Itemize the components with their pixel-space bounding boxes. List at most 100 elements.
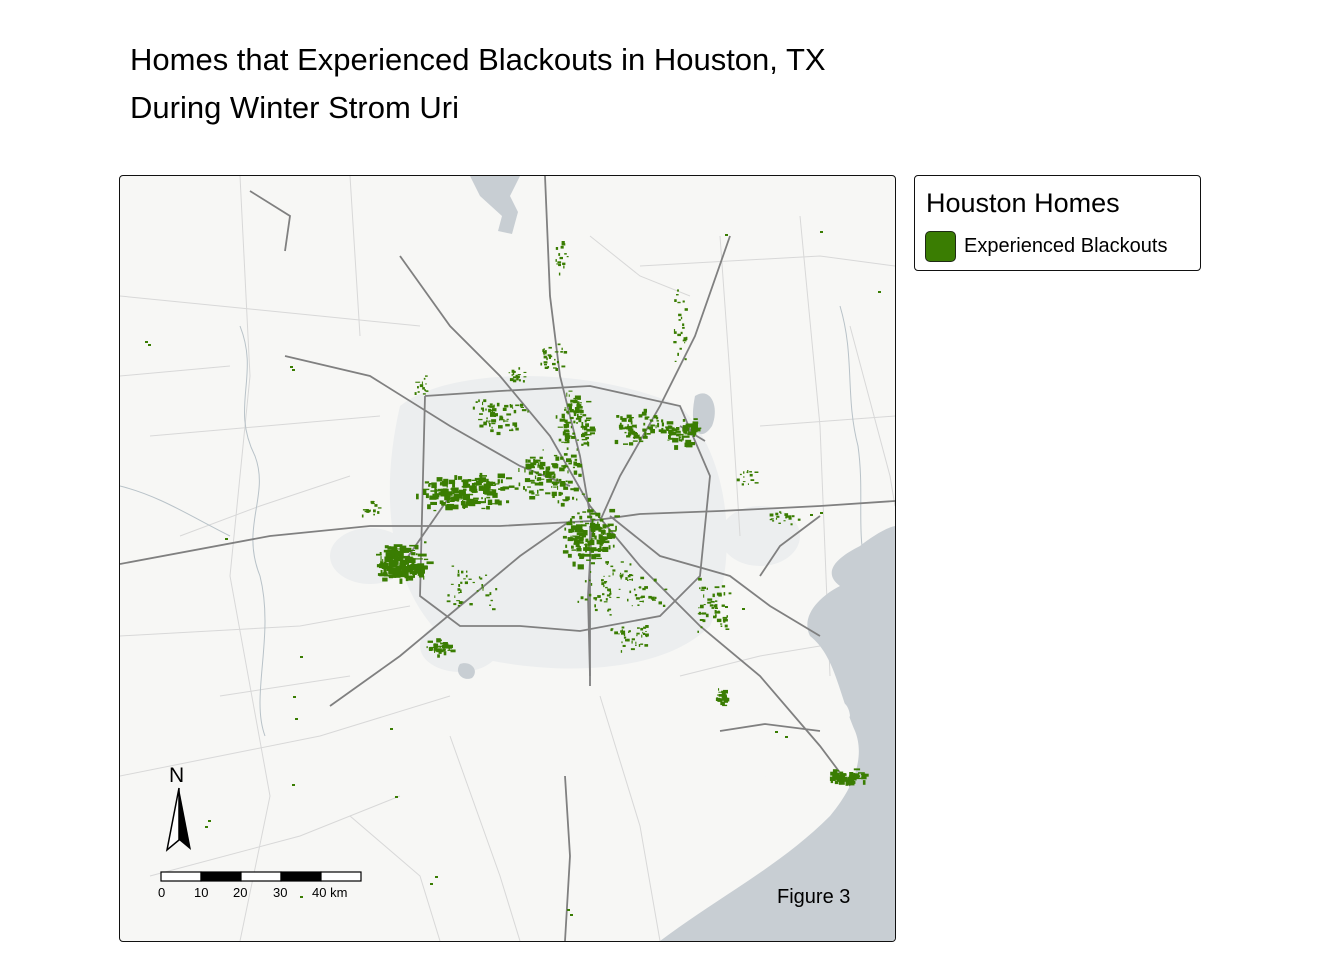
blackout-patch [386, 555, 392, 558]
blackout-patch [591, 532, 596, 538]
blackout-patch [607, 588, 611, 592]
blackout-patch [609, 508, 616, 513]
blackout-patch [533, 459, 536, 463]
blackout-patch [399, 578, 403, 584]
blackout-patch [423, 575, 425, 580]
blackout-patch [545, 352, 547, 355]
blackout-patch [584, 431, 588, 433]
blackout-patch [594, 599, 597, 601]
blackout-patch [718, 688, 720, 691]
blackout-patch [527, 459, 531, 463]
blackout-patch [488, 408, 492, 413]
blackout-patch [599, 541, 603, 546]
blackout-patch [539, 467, 545, 470]
blackout-patch [610, 629, 613, 632]
blackout-areas[interactable] [145, 231, 881, 916]
blackout-patch [576, 548, 582, 552]
blackout-patch [629, 442, 634, 446]
blackout-patch [515, 404, 520, 407]
blackout-patch [374, 504, 378, 507]
blackout-patch [433, 509, 437, 512]
blackout-patch [684, 433, 692, 435]
blackout-patch [567, 403, 571, 407]
blackout-patch [542, 349, 545, 352]
blackout-patch [619, 574, 624, 577]
blackout-patch [622, 427, 628, 430]
blackout-patch [380, 570, 383, 576]
blackout-patch [769, 518, 773, 521]
blackout-patch [589, 522, 596, 528]
blackout-patch [490, 599, 493, 602]
blackout-patch [685, 439, 692, 444]
blackout-patch [569, 537, 574, 541]
blackout-patch [676, 427, 680, 431]
blackout-patch [537, 473, 542, 476]
scale-tick-10: 10 [194, 885, 209, 900]
blackout-patch [856, 777, 862, 780]
blackout-patch [650, 596, 655, 600]
blackout-patch [411, 572, 417, 574]
blackout-patch [741, 483, 744, 486]
blackout-patch [639, 600, 643, 602]
legend: Houston Homes Experienced Blackouts [914, 175, 1201, 271]
blackout-patch [380, 556, 382, 562]
blackout-patch [509, 429, 514, 432]
blackout-patch [379, 563, 383, 569]
blackout-patch [567, 553, 572, 558]
blackout-patch [566, 438, 570, 442]
blackout-patch [629, 417, 633, 423]
blackout-patch [642, 428, 646, 432]
blackout-patch [675, 430, 681, 433]
scale-tick-30: 30 [273, 885, 288, 900]
blackout-patch [608, 590, 610, 592]
blackout-patch [473, 482, 478, 484]
blackout-patch [566, 458, 572, 463]
blackout-patch [575, 417, 579, 420]
blackout-patch [485, 594, 490, 597]
blackout-patch [658, 601, 662, 605]
blackout-patch [369, 509, 371, 512]
blackout-patch [586, 400, 592, 403]
blackout-patch [651, 426, 653, 430]
blackout-patch [598, 530, 604, 532]
blackout-patch [563, 486, 569, 490]
blackout-patch [614, 515, 620, 518]
blackout-patch [754, 482, 759, 484]
blackout-patch [629, 574, 632, 576]
blackout-patch [569, 409, 574, 413]
blackout-patch [506, 500, 510, 504]
blackout-patch [631, 638, 635, 641]
blackout-patch [604, 581, 608, 583]
blackout-patch [584, 598, 588, 601]
blackout-patch [605, 561, 609, 564]
scale-tick-20: 20 [233, 885, 248, 900]
blackout-patch [645, 633, 649, 637]
blackout-patch [572, 432, 576, 435]
blackout-patch [862, 780, 866, 785]
map-title-line-2: During Winter Strom Uri [130, 90, 459, 125]
blackout-patch [426, 390, 429, 392]
blackout-patch [567, 909, 570, 911]
blackout-patch [636, 634, 638, 637]
blackout-patch [590, 583, 593, 586]
blackout-patch [725, 606, 728, 608]
blackout-patch [523, 371, 527, 373]
map-canvas[interactable] [120, 176, 895, 941]
blackout-patch [523, 486, 525, 490]
blackout-patch [436, 648, 442, 653]
blackout-patch [490, 413, 495, 417]
blackout-patch [529, 466, 535, 469]
blackout-patch [697, 613, 703, 615]
map-panel[interactable] [119, 175, 896, 942]
blackout-patch [680, 316, 683, 320]
blackout-patch [631, 424, 637, 428]
blackout-patch [391, 549, 395, 556]
blackout-patch [623, 636, 627, 639]
blackout-patch [448, 479, 456, 485]
blackout-patch [511, 374, 513, 376]
blackout-patch [627, 575, 631, 578]
blackout-patch [747, 483, 749, 485]
blackout-patch [393, 548, 403, 550]
blackout-patch [604, 533, 607, 535]
blackout-patch [602, 531, 605, 535]
